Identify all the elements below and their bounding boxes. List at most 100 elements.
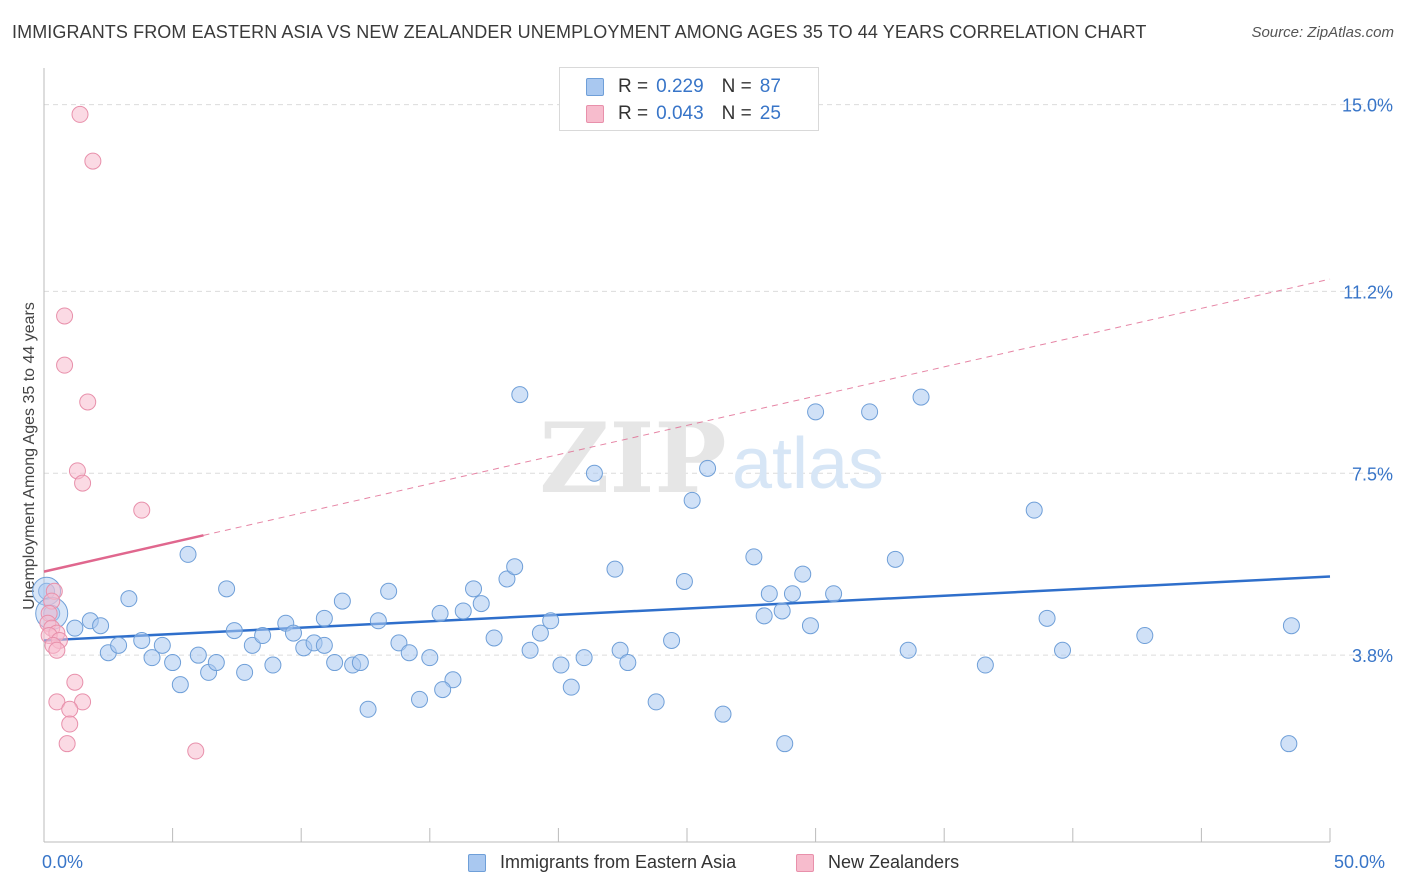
point-eastern-asia: [207, 654, 225, 672]
legend-r-label: R =: [618, 103, 649, 124]
point-eastern-asia: [647, 693, 665, 711]
point-eastern-asia: [606, 560, 624, 578]
axes: [43, 68, 1331, 843]
point-new-zealanders: [84, 152, 102, 170]
point-eastern-asia: [506, 558, 524, 576]
point-eastern-asia: [773, 602, 791, 620]
point-new-zealanders: [66, 673, 84, 691]
legend-swatch-eastern-asia: [586, 78, 604, 96]
legend-label-new-zealanders: New Zealanders: [828, 852, 960, 872]
point-eastern-asia: [465, 580, 483, 598]
watermark-atlas: atlas: [732, 424, 884, 504]
point-new-zealanders: [74, 693, 92, 711]
point-eastern-asia: [390, 634, 408, 652]
point-eastern-asia: [143, 649, 161, 667]
point-eastern-asia: [825, 585, 843, 603]
point-eastern-asia: [189, 646, 207, 664]
point-eastern-asia: [421, 649, 439, 667]
point-eastern-asia: [1136, 627, 1154, 645]
point-eastern-asia: [400, 644, 418, 662]
legend-swatch-new-zealanders: [796, 853, 814, 872]
point-eastern-asia: [886, 550, 904, 568]
x-tick-min: 0.0%: [42, 852, 84, 872]
point-eastern-asia: [663, 631, 681, 649]
legend-n-value: 25: [759, 103, 781, 124]
point-eastern-asia: [699, 459, 717, 477]
legend-n-value: 87: [759, 76, 781, 97]
point-eastern-asia: [1280, 735, 1298, 753]
legend-row-new-zealanders: R = 0.043 N = 25: [586, 102, 781, 126]
point-eastern-asia: [110, 636, 128, 654]
legend-r-value: 0.043: [656, 103, 704, 124]
point-eastern-asia: [254, 627, 272, 645]
point-new-zealanders: [58, 735, 76, 753]
point-eastern-asia: [760, 585, 778, 603]
point-new-zealanders: [56, 356, 74, 374]
legend-label-eastern-asia: Immigrants from Eastern Asia: [500, 852, 737, 872]
point-eastern-asia: [133, 631, 151, 649]
point-eastern-asia: [585, 464, 603, 482]
point-eastern-asia: [531, 624, 549, 642]
point-eastern-asia: [92, 617, 110, 635]
point-eastern-asia: [225, 622, 243, 640]
point-eastern-asia: [315, 609, 333, 627]
point-new-zealanders: [61, 700, 79, 718]
legend-item-eastern-asia[interactable]: Immigrants from Eastern Asia: [468, 852, 736, 873]
point-eastern-asia: [783, 585, 801, 603]
point-eastern-asia: [498, 570, 516, 588]
point-new-zealanders: [187, 742, 205, 760]
data-points: [32, 105, 1300, 760]
point-eastern-asia: [521, 641, 539, 659]
point-eastern-asia: [1025, 501, 1043, 519]
point-eastern-asia: [243, 636, 261, 654]
point-eastern-asia: [1054, 641, 1072, 659]
point-eastern-asia: [776, 735, 794, 753]
point-eastern-asia: [326, 654, 344, 672]
legend-r-label: R =: [618, 76, 649, 97]
point-eastern-asia: [431, 604, 449, 622]
point-eastern-asia: [511, 386, 529, 404]
point-eastern-asia: [315, 636, 333, 654]
point-eastern-asia: [120, 590, 138, 608]
legend-item-new-zealanders[interactable]: New Zealanders: [796, 852, 959, 873]
point-eastern-asia: [562, 678, 580, 696]
series-legend: Immigrants from Eastern Asia New Zealand…: [0, 852, 1406, 878]
point-eastern-asia: [1038, 609, 1056, 627]
legend-n-label: N =: [721, 103, 752, 124]
point-eastern-asia: [236, 663, 254, 681]
chart-title: IMMIGRANTS FROM EASTERN ASIA VS NEW ZEAL…: [12, 22, 1147, 42]
legend-swatch-new-zealanders: [586, 105, 604, 123]
point-eastern-asia: [369, 612, 387, 630]
point-eastern-asia: [164, 654, 182, 672]
x-tick-max: 50.0%: [1334, 852, 1386, 872]
point-eastern-asia: [171, 676, 189, 694]
point-eastern-asia: [434, 681, 452, 699]
point-eastern-asia: [552, 656, 570, 674]
point-eastern-asia: [542, 612, 560, 630]
point-eastern-asia: [359, 700, 377, 718]
trend-new-zealanders-dashed: [203, 278, 1331, 536]
point-eastern-asia: [575, 649, 593, 667]
point-eastern-asia: [411, 690, 429, 708]
point-eastern-asia: [683, 491, 701, 509]
point-eastern-asia: [153, 636, 171, 654]
point-eastern-asia: [485, 629, 503, 647]
point-eastern-asia: [745, 548, 763, 566]
point-new-zealanders: [71, 105, 89, 123]
trend-new-zealanders-solid: [43, 534, 204, 573]
point-eastern-asia: [714, 705, 732, 723]
point-eastern-asia: [66, 619, 84, 637]
point-eastern-asia: [912, 388, 930, 406]
y-tick-label: 11.2%: [1343, 282, 1393, 302]
y-tick-label: 7.5%: [1352, 464, 1393, 484]
point-new-zealanders: [133, 501, 151, 519]
point-eastern-asia: [264, 656, 282, 674]
legend-n-label: N =: [721, 76, 752, 97]
point-eastern-asia: [899, 641, 917, 659]
point-eastern-asia: [794, 565, 812, 583]
y-tick-labels: 3.8% 7.5% 11.2% 15.0%: [1342, 96, 1393, 667]
y-tick-label: 15.0%: [1342, 96, 1393, 116]
point-eastern-asia: [611, 641, 629, 659]
point-eastern-asia: [218, 580, 236, 598]
